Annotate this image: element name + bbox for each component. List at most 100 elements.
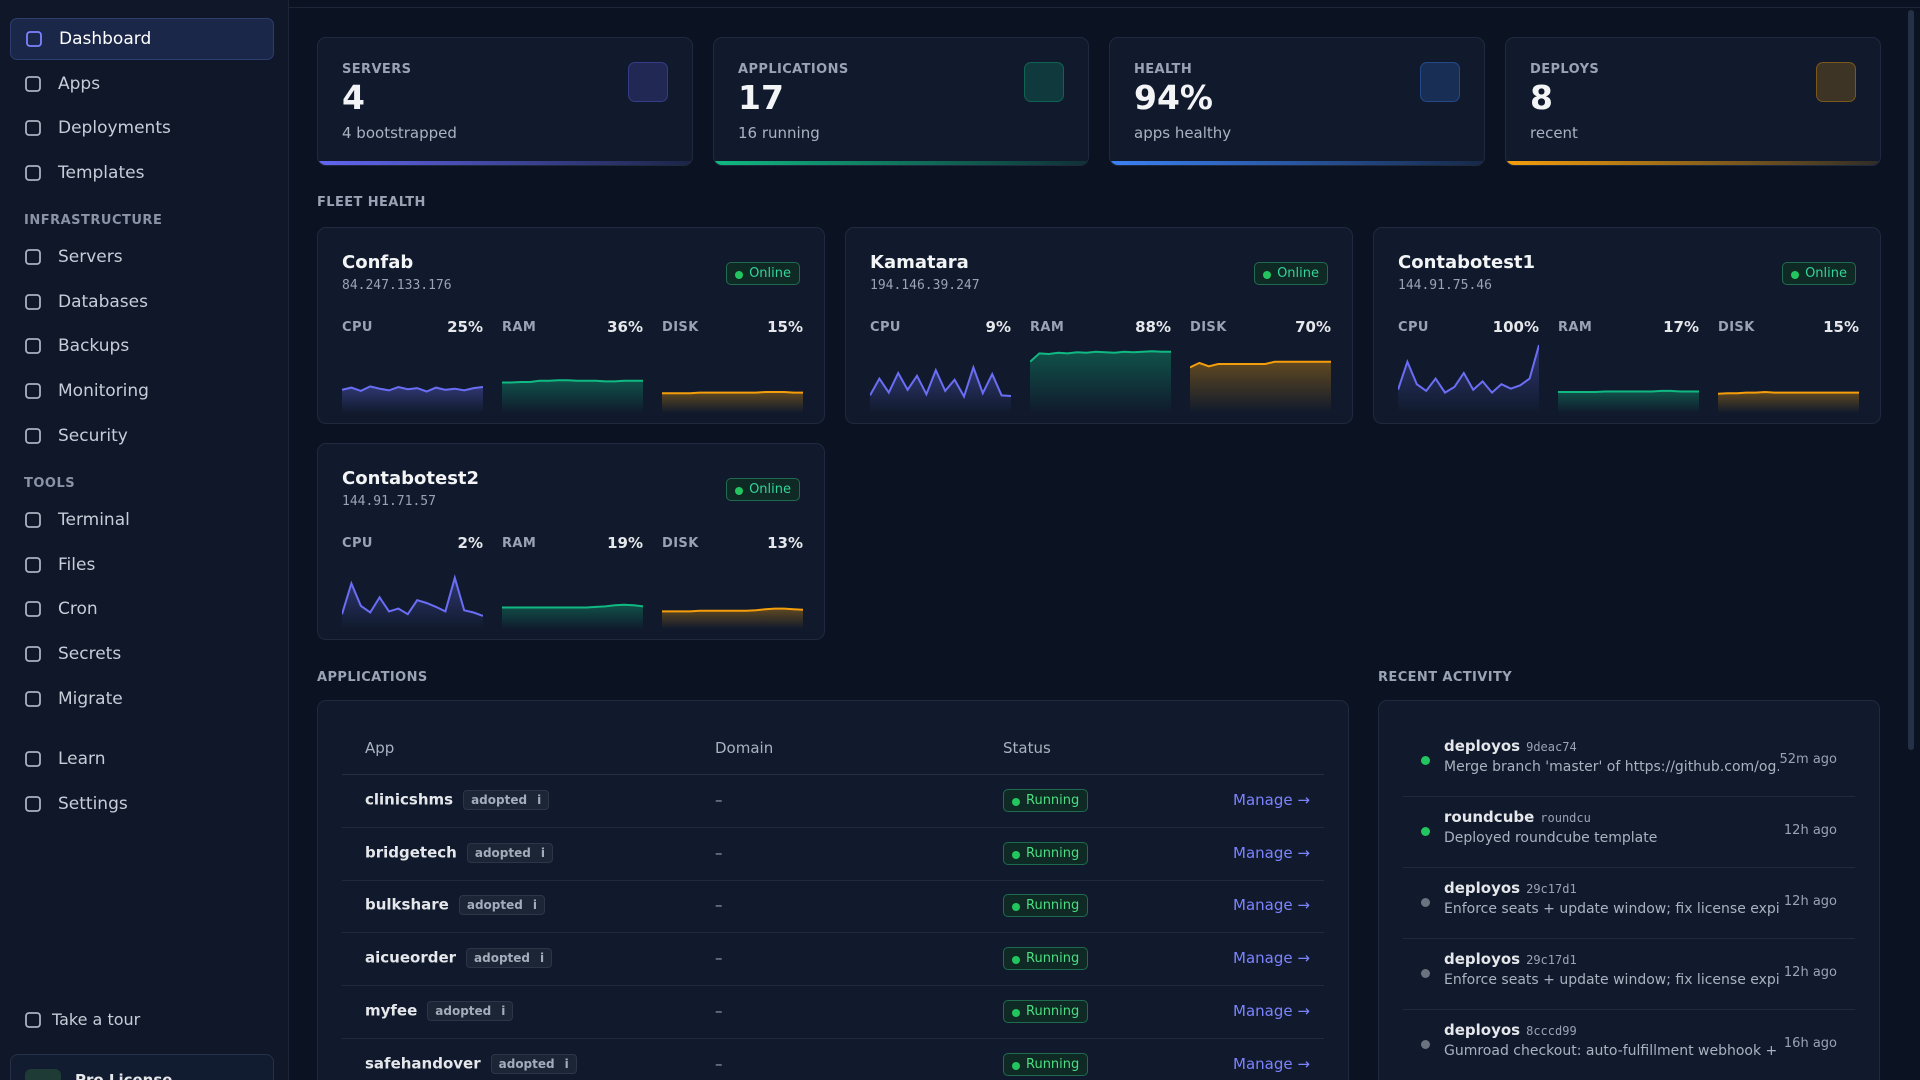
app-name: myfee [365, 1001, 418, 1020]
nav-label: Servers [58, 247, 123, 267]
manage-link[interactable]: Manage → [1233, 791, 1310, 809]
status-badge: Online [726, 262, 800, 285]
tag-info[interactable]: i [540, 845, 545, 860]
status-dot [1421, 827, 1430, 836]
nav-item[interactable]: Dashboard [10, 18, 274, 60]
nav-item[interactable]: Deployments [10, 107, 274, 149]
nav-item[interactable]: Templates [10, 152, 274, 194]
tag-info[interactable]: i [532, 898, 537, 913]
sparkline-line [1030, 350, 1171, 363]
stat-value: 8 [1530, 78, 1553, 117]
stat-value: 94% [1134, 78, 1213, 117]
tag-label: adopted [471, 793, 528, 807]
activity-ref: 29c17d1 [1526, 953, 1577, 967]
sparkline-line [662, 607, 803, 613]
tag-info[interactable]: i [537, 793, 542, 807]
nav-item[interactable]: Servers [10, 236, 274, 278]
nav-item[interactable]: Databases [10, 281, 274, 323]
nav-item[interactable]: Secrets [10, 633, 274, 675]
column-header: Domain [715, 739, 774, 757]
tour-button[interactable]: Take a tour [24, 1010, 140, 1029]
metric-label: DISK [662, 320, 699, 335]
stat-card: APPLICATIONS 17 16 running [713, 37, 1089, 166]
activity-name: deployos [1444, 1021, 1521, 1039]
activity-ref: 8cccd99 [1526, 1024, 1577, 1038]
top-bar [289, 0, 1920, 8]
sparkline [1718, 390, 1859, 413]
nav-item[interactable]: Settings [10, 783, 274, 825]
metric-value: 88% [1135, 318, 1171, 336]
metric-label: CPU [870, 320, 901, 335]
app-tag: adopted i [427, 1000, 514, 1021]
activity-ref: 9deac74 [1526, 740, 1577, 754]
sparkline [502, 603, 643, 629]
stat-sub: apps healthy [1134, 124, 1232, 142]
tag-info[interactable]: i [501, 1003, 506, 1018]
metric-value: 25% [447, 318, 483, 336]
status-badge: Online [1254, 262, 1328, 285]
icon [25, 601, 41, 618]
activity-title: roundcube roundcu [1444, 808, 1591, 826]
manage-link[interactable]: Manage → [1233, 843, 1310, 862]
server-ip: 144.91.75.46 [1398, 278, 1492, 293]
server-card: Contabotest1 144.91.75.46 Online CPU 100% RAM… [1373, 227, 1881, 424]
app-cell: clinicshms adopted i [365, 790, 550, 810]
nav-item[interactable]: Migrate [10, 678, 274, 720]
nav-item[interactable]: Backups [10, 325, 274, 367]
manage-link[interactable]: Manage → [1233, 1001, 1310, 1020]
license-box[interactable]: Pro License [10, 1054, 274, 1080]
activity-time: 12h ago [1783, 894, 1837, 909]
nav-label: Cron [58, 599, 98, 620]
icon [25, 556, 41, 573]
nav-label: Dashboard [59, 29, 152, 49]
activity-ref: roundcu [1540, 811, 1591, 825]
stat-accent [318, 161, 692, 165]
manage-link[interactable]: Manage → [1233, 1054, 1310, 1073]
status-badge: Running [1003, 1052, 1089, 1076]
section-title: FLEET HEALTH [317, 195, 426, 210]
server-name: Kamatara [870, 252, 969, 273]
tour-label: Take a tour [52, 1010, 141, 1029]
stat-value: 17 [738, 78, 784, 117]
activity-time: 12h ago [1783, 823, 1837, 838]
app-name: clinicshms [365, 790, 454, 809]
nav-item[interactable]: Cron [10, 588, 274, 630]
tag-info[interactable]: i [564, 1056, 569, 1071]
server-ip: 84.247.133.176 [342, 278, 452, 293]
manage-link[interactable]: Manage → [1233, 949, 1310, 968]
server-name: Confab [342, 252, 414, 273]
sparkline-area [1398, 345, 1539, 413]
row-divider [342, 932, 1324, 934]
manage-link[interactable]: Manage → [1233, 896, 1310, 915]
nav-label: Apps [58, 73, 101, 94]
nav-label: Learn [58, 749, 106, 769]
stat-card: SERVERS 4 4 bootstrapped [317, 37, 693, 166]
nav-item[interactable]: Terminal [10, 499, 274, 541]
sparkline [662, 391, 803, 413]
section-title: INFRASTRUCTURE [24, 213, 163, 228]
scrollbar[interactable] [1908, 10, 1914, 750]
nav-item[interactable]: Monitoring [10, 370, 274, 412]
metric-value: 36% [607, 318, 643, 336]
nav-label: Security [58, 425, 128, 446]
metric-value: 19% [607, 534, 643, 552]
activity-message: Merge branch 'master' of https://github.… [1444, 759, 1779, 775]
icon [25, 75, 41, 92]
nav-item[interactable]: Security [10, 415, 274, 457]
activity-name: roundcube [1444, 808, 1535, 826]
nav-item[interactable]: Files [10, 544, 274, 586]
sparkline-area [870, 367, 1011, 413]
nav-item[interactable]: Learn [10, 738, 274, 780]
nav-item[interactable]: Apps [10, 63, 274, 105]
metric-label: DISK [1718, 320, 1755, 335]
icon [25, 427, 41, 444]
activity-time: 12h ago [1783, 965, 1837, 980]
sparkline-area [662, 392, 803, 413]
metric-label: DISK [662, 536, 699, 551]
icon [25, 293, 41, 310]
status-badge: Running [1003, 841, 1089, 865]
app-name: bridgetech [365, 843, 457, 862]
tag-info[interactable]: i [540, 951, 545, 966]
